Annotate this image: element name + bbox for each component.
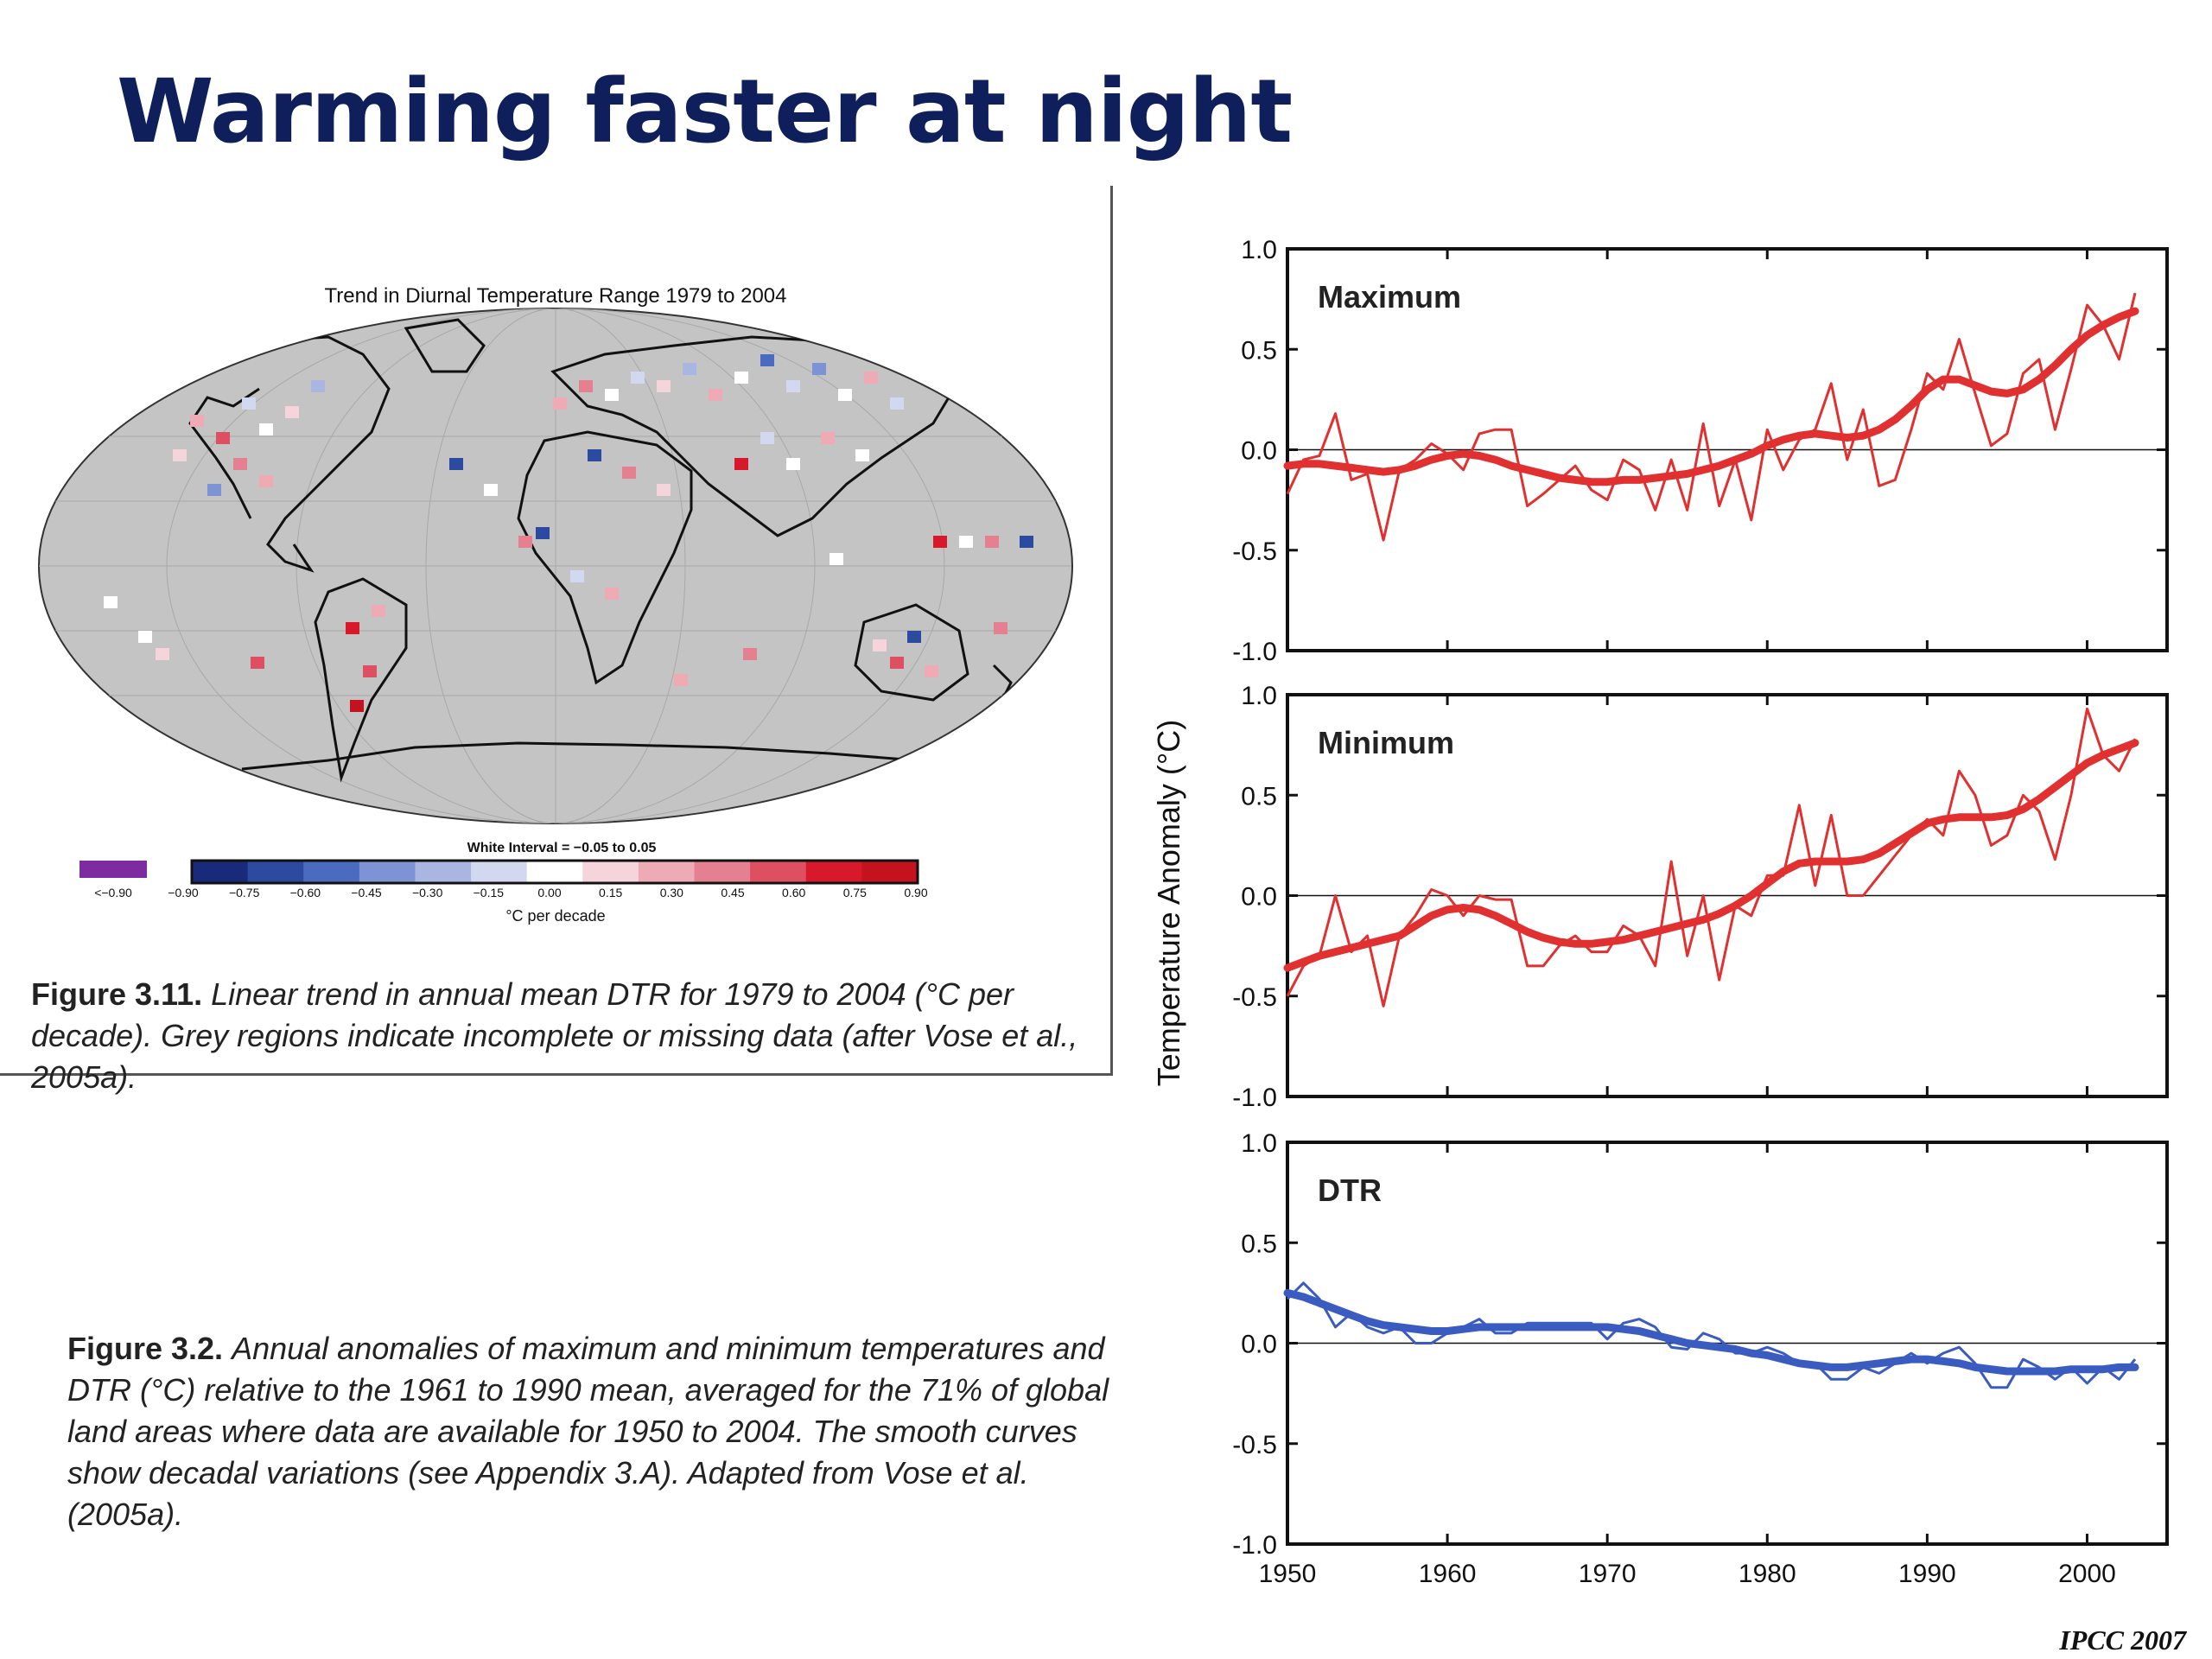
x-tick-label: 1960 xyxy=(1419,1560,1477,1588)
y-axis-label: Temperature Anomaly (°C) xyxy=(1151,720,1186,1087)
legend-color-cell xyxy=(415,861,472,883)
y-tick-label: 0.5 xyxy=(1241,336,1277,365)
y-tick-label: 0.0 xyxy=(1241,883,1277,912)
legend-tick-labels: −0.90 −0.75 −0.60 −0.45 −0.30 −0.15 0.00 0.15 0.… xyxy=(168,886,928,899)
annual-series-line xyxy=(1286,1281,2137,1389)
map-title: Trend in Diurnal Temperature Range 1979 … xyxy=(324,284,786,308)
x-tick-label: 1980 xyxy=(1738,1560,1796,1588)
legend-tick-label: −0.90 xyxy=(168,886,199,899)
legend-white-interval: White Interval = −0.05 to 0.05 xyxy=(467,841,657,855)
x-tick-label: 2000 xyxy=(2058,1560,2116,1588)
legend-tick-label: 0.90 xyxy=(904,886,927,899)
figure-3-2-text: Annual anomalies of maximum and minimum … xyxy=(67,1331,1109,1532)
figure-3-11-label: Figure 3.11. xyxy=(31,976,203,1012)
smooth-series-line xyxy=(1283,307,2139,486)
legend-color-cell xyxy=(247,861,304,883)
legend-color-cell xyxy=(582,861,639,883)
dtr-trend-map: Trend in Diurnal Temperature Range 1979 … xyxy=(38,284,1073,925)
figure-3-11-text: Linear trend in annual mean DTR for 1979… xyxy=(31,976,1078,1095)
chart-panel-minimum: 1.0 0.5 0.0 -0.5 -1.0 Minimum xyxy=(1232,682,2169,1112)
y-tick-label: -1.0 xyxy=(1232,638,1277,666)
y-tick-label: -0.5 xyxy=(1232,537,1277,566)
x-tick-label: 1950 xyxy=(1259,1560,1317,1588)
figure-3-2-caption: Figure 3.2. Annual anomalies of maximum … xyxy=(67,1328,1143,1535)
slide-title: Warming faster at night xyxy=(117,60,1293,163)
y-tick-label: 0.0 xyxy=(1241,1331,1277,1359)
legend-color-cell xyxy=(861,861,918,883)
legend-color-cell xyxy=(526,861,583,883)
legend-color-cell xyxy=(192,861,249,883)
annual-series-line xyxy=(1286,707,2137,1007)
panel-label: Minimum xyxy=(1318,725,1454,760)
y-tick-label: 0.0 xyxy=(1241,437,1277,466)
y-tick-label: 0.5 xyxy=(1241,1230,1277,1258)
y-tick-label: 1.0 xyxy=(1241,682,1277,710)
legend-tick-label: 0.00 xyxy=(537,886,561,899)
y-tick-label: -1.0 xyxy=(1232,1084,1277,1112)
y-tick-label: -0.5 xyxy=(1232,1431,1277,1459)
x-tick-label: 1990 xyxy=(1898,1560,1956,1588)
legend-tick-label: −0.15 xyxy=(474,886,505,899)
legend-tick-label: 0.30 xyxy=(660,886,683,899)
x-tick-label: 1970 xyxy=(1579,1560,1637,1588)
legend-color-cell xyxy=(471,861,528,883)
y-tick-label: 1.0 xyxy=(1241,1129,1277,1158)
y-tick-label: -0.5 xyxy=(1232,983,1277,1012)
legend-colorbar-border xyxy=(190,859,919,885)
map-graticule xyxy=(39,308,1071,823)
smooth-series-line xyxy=(1283,1288,2139,1376)
y-tick-label: 0.5 xyxy=(1241,782,1277,810)
legend-color-cell xyxy=(359,861,416,883)
legend-color-cell xyxy=(694,861,751,883)
y-tick-label: 1.0 xyxy=(1241,236,1277,264)
smooth-series-line xyxy=(1283,739,2139,972)
map-figure-frame xyxy=(0,186,1113,1076)
legend-tick-label: 0.75 xyxy=(843,886,867,899)
legend-tick-label: 0.45 xyxy=(721,886,744,899)
legend-tick-label: −0.60 xyxy=(290,886,321,899)
source-credit: IPCC 2007 xyxy=(2059,1624,2186,1656)
legend-tick-label: −0.75 xyxy=(229,886,260,899)
chart-panel-maximum: 1.0 0.5 0.0 -0.5 -1.0 Maximum xyxy=(1232,236,2169,666)
panel-label: Maximum xyxy=(1318,279,1461,315)
legend-low-label: <−0.90 xyxy=(94,886,132,899)
temperature-anomaly-charts: Temperature Anomaly (°C) 1.0 0.5 0.0 -0.5 -1… xyxy=(1151,236,2169,1588)
legend-tick-label: 0.60 xyxy=(782,886,805,899)
figure-3-11-caption: Figure 3.11. Linear trend in annual mean… xyxy=(31,974,1103,1098)
legend-tick-label: −0.45 xyxy=(351,886,382,899)
map-trend-cells xyxy=(104,354,1033,712)
legend-tick-label: 0.15 xyxy=(599,886,622,899)
legend-color-cell xyxy=(638,861,696,883)
y-tick-label: -1.0 xyxy=(1232,1531,1277,1560)
figure-3-2-label: Figure 3.2. xyxy=(67,1331,224,1366)
legend-colorbar xyxy=(190,859,919,885)
legend-low-swatch xyxy=(79,861,147,878)
legend-color-cell xyxy=(805,861,862,883)
panel-label: DTR xyxy=(1318,1173,1382,1208)
legend-color-cell xyxy=(750,861,807,883)
legend-tick-label: −0.30 xyxy=(412,886,443,899)
legend-color-cell xyxy=(303,861,360,883)
legend-unit: °C per decade xyxy=(505,907,605,925)
